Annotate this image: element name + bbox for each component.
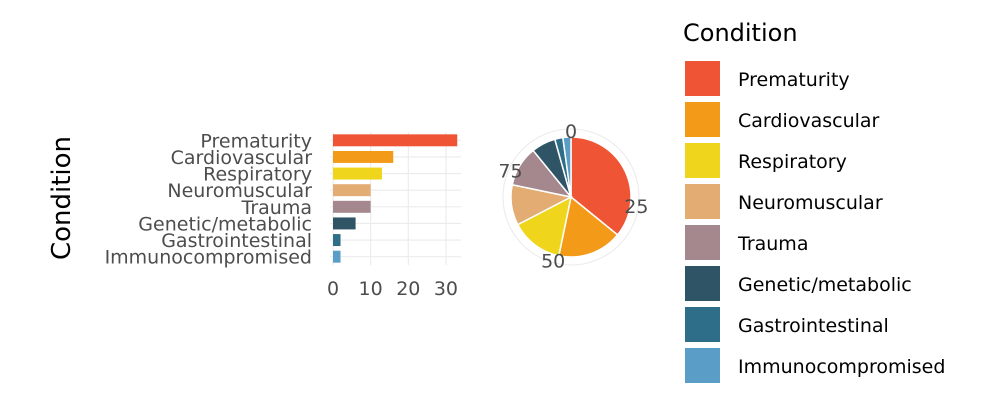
pie-slice — [570, 136, 632, 236]
legend-label: Prematurity — [738, 69, 850, 91]
legend-key — [685, 102, 720, 137]
bar — [333, 250, 341, 263]
bar — [333, 134, 458, 147]
pie-tick-label: 75 — [498, 161, 522, 183]
bar-category-label: Cardiovascular — [171, 147, 313, 169]
pie-tick-label: 0 — [565, 121, 577, 143]
pie-tick-label: 25 — [624, 196, 648, 218]
bar — [333, 217, 356, 230]
pie-slice — [516, 195, 573, 257]
legend-label: Respiratory — [738, 151, 847, 173]
legend-label: Immunocompromised — [738, 356, 945, 378]
legend-key — [685, 307, 720, 342]
pie-chart-panel: 0 25 50 75 — [498, 121, 648, 273]
bar-category-label: Respiratory — [203, 164, 312, 186]
legend-key — [685, 143, 720, 178]
bar-category-labels: PrematurityCardiovascularRespiratoryNeur… — [105, 130, 313, 268]
legend-label: Genetic/metabolic — [738, 274, 912, 296]
legend-key — [685, 225, 720, 260]
legend-label: Neuromuscular — [738, 192, 883, 214]
pie-slices — [510, 136, 632, 258]
legend-key — [685, 266, 720, 301]
legend: Condition Prematurity Cardiovascular Respi… — [683, 19, 945, 383]
bar-x-tick-label: 20 — [396, 278, 420, 300]
bar-chart-panel: PrematurityCardiovascularRespiratoryNeur… — [47, 130, 461, 300]
bar-category-label: Immunocompromised — [105, 247, 312, 269]
legend-key — [685, 348, 720, 383]
legend-label: Trauma — [737, 233, 808, 255]
bar — [333, 234, 341, 247]
bar — [333, 200, 371, 213]
pie-tick-labels: 0 25 50 75 — [498, 121, 648, 273]
bar-category-label: Neuromuscular — [167, 180, 312, 202]
bar-category-label: Gastrointestinal — [161, 230, 312, 252]
bar-x-tick-label: 0 — [327, 278, 339, 300]
pie-slice — [557, 195, 619, 258]
legend-title: Condition — [683, 19, 798, 47]
bar-category-label: Trauma — [241, 197, 312, 219]
legend-key — [685, 61, 720, 96]
bar — [333, 167, 382, 180]
legend-key — [685, 184, 720, 219]
bar — [333, 184, 371, 197]
bar-x-tick-label: 10 — [359, 278, 383, 300]
legend-label: Cardiovascular — [738, 110, 880, 132]
legend-label: Gastrointestinal — [738, 315, 889, 337]
legend-items: Prematurity Cardiovascular Respiratory Neur… — [685, 61, 945, 383]
bar-x-tick-labels: 0 10 20 30 — [327, 278, 458, 300]
bar-category-label: Genetic/metabolic — [138, 213, 312, 235]
y-axis-label: Condition — [47, 136, 77, 260]
pie-slice — [561, 136, 572, 198]
bar-marks — [333, 134, 458, 263]
bar-category-label: Prematurity — [200, 130, 312, 152]
pie-tick-label: 50 — [541, 251, 565, 273]
bar — [333, 150, 394, 163]
pie-grid-outer-circle — [502, 128, 640, 266]
bar-x-tick-label: 30 — [434, 278, 458, 300]
